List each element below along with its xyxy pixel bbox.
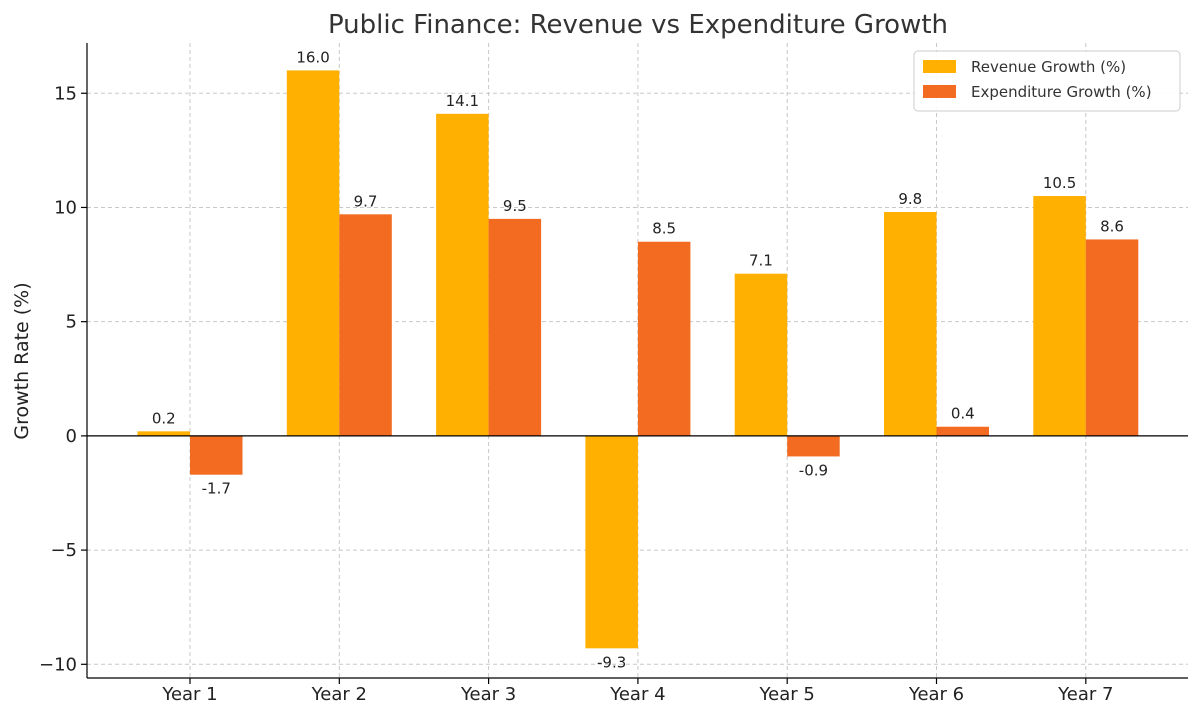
expenditure-data-label: 8.6 [1100,217,1124,235]
chart-title: Public Finance: Revenue vs Expenditure G… [328,10,948,40]
revenue-data-label: 0.2 [152,409,176,427]
expenditure-data-label: 9.7 [354,192,378,210]
revenue-data-label: 7.1 [749,252,773,270]
y-tick-label: −5 [50,540,77,561]
revenue-data-label: 9.8 [898,190,922,208]
expenditure-data-label: -1.7 [202,480,231,498]
revenue-bar [137,431,190,436]
y-tick-label: 0 [66,426,77,447]
revenue-data-label: -9.3 [597,653,626,671]
legend-swatch [923,60,956,73]
x-tick-label: Year 4 [609,684,665,705]
revenue-bar [734,273,788,436]
revenue-bar [1033,196,1086,436]
revenue-data-label: 10.5 [1043,174,1076,192]
revenue-bar [436,113,489,436]
expenditure-bar [488,218,542,436]
x-tick-label: Year 1 [161,684,217,705]
revenue-bar [286,70,340,436]
expenditure-bar [637,241,691,436]
x-tick-label: Year 2 [311,684,367,705]
legend-label: Expenditure Growth (%) [971,83,1152,101]
revenue-data-label: 16.0 [296,48,329,66]
expenditure-bar [787,435,840,457]
expenditure-data-label: 0.4 [951,405,975,423]
x-tick-label: Year 6 [908,684,964,705]
revenue-data-label: 14.1 [446,92,479,110]
expenditure-data-label: 8.5 [652,220,676,238]
y-axis-label: Growth Rate (%) [11,282,33,439]
expenditure-data-label: -0.9 [799,461,828,479]
y-tick-label: −10 [39,654,77,675]
legend-label: Revenue Growth (%) [971,58,1126,76]
x-tick-label: Year 5 [759,684,815,705]
axes: −10 −5 0 5 10 15 Year 1 Year 2 Year 3 Year 4 Year … [39,43,1188,705]
revenue-bar [884,212,937,436]
expenditure-bar [936,426,989,436]
legend-box [913,50,1181,112]
data-labels: 0.2 16.0 14.1 -9.3 7.1 9.8 10.5 -1.7 9.7 9.5 8.5 -0… [152,48,1124,671]
y-tick-label: 5 [66,312,77,333]
x-tick-label: Year 3 [460,684,516,705]
y-tick-label: 10 [54,197,77,218]
y-tick-label: 15 [54,83,77,104]
expenditure-data-label: 9.5 [503,197,527,215]
legend: Revenue Growth (%) Expenditure Growth (%) [913,50,1181,112]
revenue-bar [585,435,638,649]
expenditure-bar [339,214,392,436]
expenditure-bar [1085,239,1139,436]
bars [137,70,1139,649]
x-tick-label: Year 7 [1057,684,1113,705]
legend-swatch [923,85,956,98]
expenditure-bar [190,435,243,475]
